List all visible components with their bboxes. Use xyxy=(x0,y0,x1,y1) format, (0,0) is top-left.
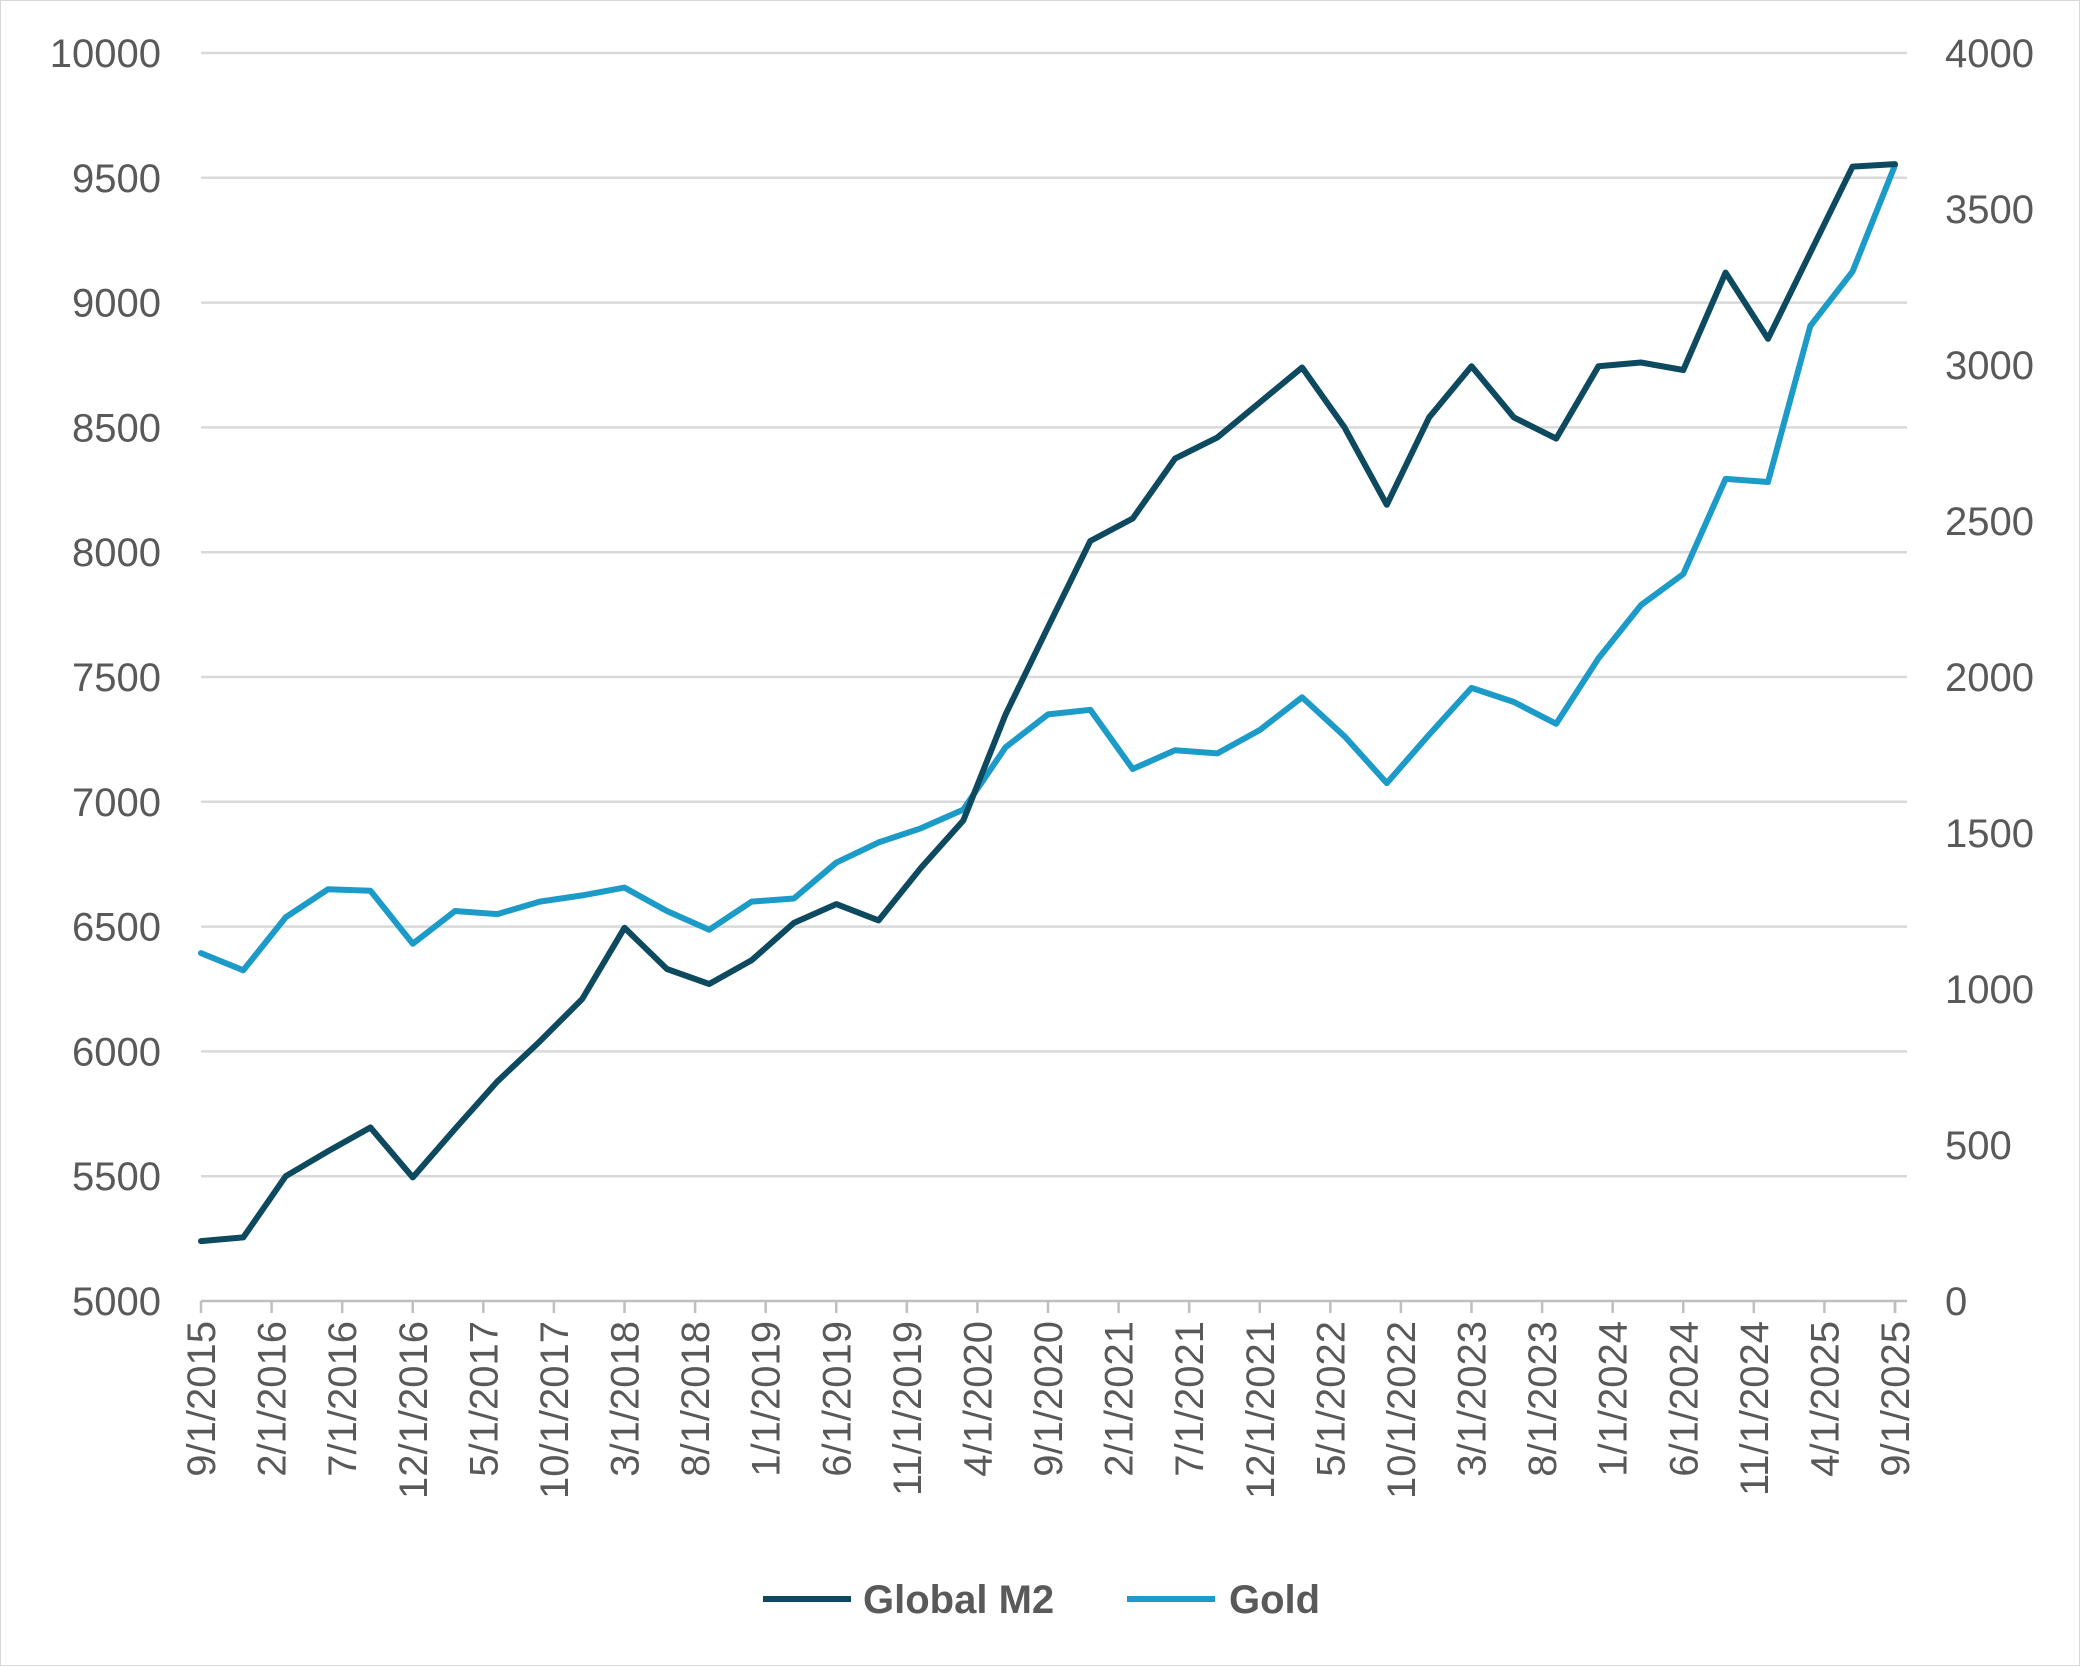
left-y-tick-label: 6500 xyxy=(72,906,161,950)
x-tick-label: 4/1/2025 xyxy=(1803,1321,1847,1477)
x-tick-label: 8/1/2018 xyxy=(674,1321,718,1477)
x-tick-label: 2/1/2016 xyxy=(251,1321,295,1477)
right-y-tick-label: 2000 xyxy=(1945,656,2034,700)
gridlines xyxy=(201,51,1907,1178)
x-tick-label: 10/1/2017 xyxy=(533,1321,577,1499)
left-y-tick-label: 10000 xyxy=(50,32,161,76)
left-y-tick-label: 8500 xyxy=(72,406,161,450)
x-tick-label: 5/1/2017 xyxy=(462,1321,506,1477)
x-tick-label: 9/1/2020 xyxy=(1027,1321,1071,1477)
legend-label: Gold xyxy=(1229,1578,1320,1622)
x-tick-label: 1/1/2024 xyxy=(1592,1321,1636,1477)
series-line-global-m2 xyxy=(198,161,1898,1245)
left-y-tick-label: 6000 xyxy=(72,1030,161,1074)
x-tick-label: 11/1/2024 xyxy=(1733,1321,1777,1496)
right-y-axis: 0 500 1000 1500 2000 2500 3000 3500 4000 xyxy=(1945,32,2034,1324)
left-y-tick-label: 9500 xyxy=(72,157,161,201)
x-tick-label: 12/1/2021 xyxy=(1239,1321,1283,1499)
right-y-tick-label: 3000 xyxy=(1945,344,2034,388)
x-tick-label: 4/1/2020 xyxy=(956,1321,1000,1477)
right-y-tick-label: 2500 xyxy=(1945,500,2034,544)
left-y-tick-label: 5500 xyxy=(72,1155,161,1199)
x-tick-label: 7/1/2021 xyxy=(1168,1321,1212,1477)
x-axis-tick-labels: 9/1/2015 2/1/2016 7/1/2016 12/1/2016 5/1/201… xyxy=(180,1321,1918,1499)
x-tick-label: 9/1/2015 xyxy=(180,1321,224,1477)
left-y-axis: 5000 5500 6000 6500 7000 7500 8000 8500 9000 9500… xyxy=(50,32,161,1324)
right-y-tick-label: 1500 xyxy=(1945,812,2034,856)
left-y-tick-label: 8000 xyxy=(72,531,161,575)
x-tick-label: 3/1/2023 xyxy=(1451,1321,1495,1477)
x-tick-label: 2/1/2021 xyxy=(1098,1321,1142,1477)
series-lines xyxy=(198,161,1898,1245)
right-y-tick-label: 4000 xyxy=(1945,32,2034,76)
legend: Global M2 Gold xyxy=(763,1578,1320,1622)
left-y-tick-label: 7500 xyxy=(72,656,161,700)
x-tick-label: 11/1/2019 xyxy=(886,1321,930,1496)
right-y-tick-label: 500 xyxy=(1945,1124,2012,1168)
right-y-tick-label: 1000 xyxy=(1945,968,2034,1012)
x-tick-label: 7/1/2016 xyxy=(321,1321,365,1477)
x-tick-label: 12/1/2016 xyxy=(392,1321,436,1499)
x-tick-label: 6/1/2019 xyxy=(815,1321,859,1477)
x-tick-label: 6/1/2024 xyxy=(1662,1321,1706,1477)
right-y-tick-label: 3500 xyxy=(1945,188,2034,232)
legend-label: Global M2 xyxy=(863,1578,1054,1622)
x-tick-label: 9/1/2025 xyxy=(1874,1321,1918,1477)
series-line-gold xyxy=(198,162,1898,974)
left-y-tick-label: 9000 xyxy=(72,282,161,326)
x-tick-label: 1/1/2019 xyxy=(745,1321,789,1477)
x-tick-label: 5/1/2022 xyxy=(1309,1321,1353,1477)
left-y-tick-label: 5000 xyxy=(72,1280,161,1324)
x-tick-label: 10/1/2022 xyxy=(1380,1321,1424,1499)
x-tick-label: 8/1/2023 xyxy=(1521,1321,1565,1477)
x-tick-label: 3/1/2018 xyxy=(604,1321,648,1477)
x-axis xyxy=(199,1299,1907,1313)
left-y-tick-label: 7000 xyxy=(72,781,161,825)
right-y-tick-label: 0 xyxy=(1945,1280,1967,1324)
